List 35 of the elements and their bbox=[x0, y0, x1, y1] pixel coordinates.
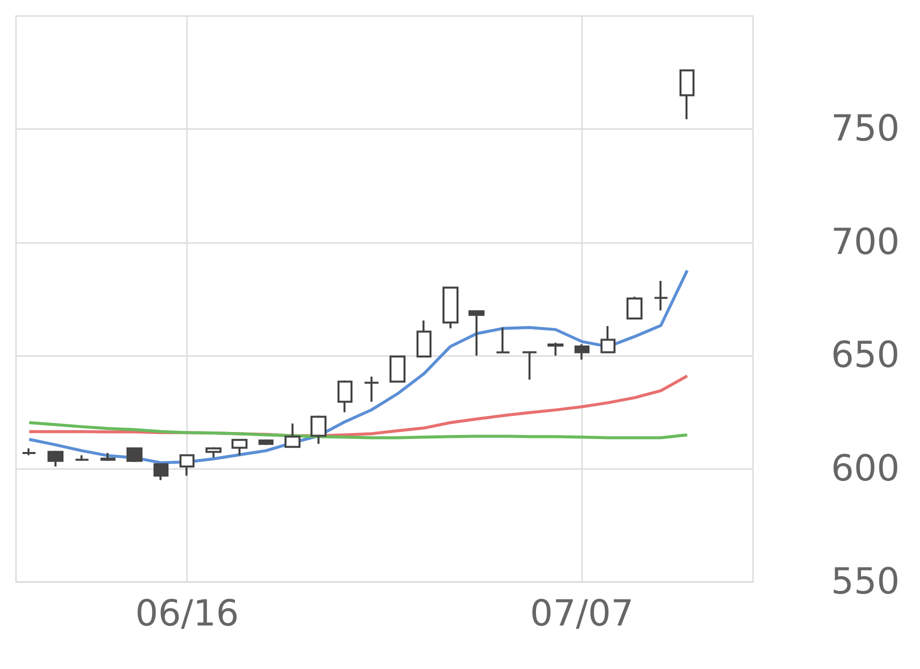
candlestick bbox=[126, 447, 142, 464]
candlestick bbox=[548, 342, 564, 357]
x-tick-label: 07/07 bbox=[530, 594, 634, 634]
candlestick bbox=[310, 414, 326, 445]
line-series bbox=[28, 268, 689, 464]
candlestick bbox=[364, 376, 380, 403]
line-series bbox=[28, 421, 689, 440]
candlestick bbox=[338, 380, 352, 414]
candlestick bbox=[100, 452, 116, 462]
candlestick bbox=[442, 286, 458, 330]
x-tick-label: 06/16 bbox=[135, 594, 239, 634]
y-tick-label: 750 bbox=[831, 108, 900, 150]
candlestick bbox=[284, 422, 300, 448]
candlestick bbox=[654, 280, 668, 312]
candlestick bbox=[626, 296, 642, 320]
candlestick bbox=[416, 320, 432, 358]
candlestick bbox=[154, 463, 168, 482]
candlestick bbox=[206, 446, 222, 458]
candlestick bbox=[232, 438, 248, 456]
candlestick bbox=[574, 343, 590, 361]
candlestick bbox=[180, 454, 194, 477]
candlestick bbox=[496, 326, 510, 354]
candlestick bbox=[74, 454, 90, 462]
candlestick bbox=[600, 325, 616, 354]
candlestick bbox=[48, 450, 64, 468]
candlestick bbox=[468, 310, 484, 357]
candlestick bbox=[390, 356, 406, 383]
candlestick bbox=[680, 69, 694, 120]
y-tick-label: 600 bbox=[831, 448, 900, 490]
y-tick-label: 550 bbox=[831, 562, 900, 602]
y-tick-label: 650 bbox=[831, 335, 900, 376]
candlestick bbox=[522, 351, 538, 381]
candlestick bbox=[258, 438, 274, 446]
y-tick-label: 700 bbox=[831, 222, 900, 263]
candlestick bbox=[22, 447, 36, 456]
